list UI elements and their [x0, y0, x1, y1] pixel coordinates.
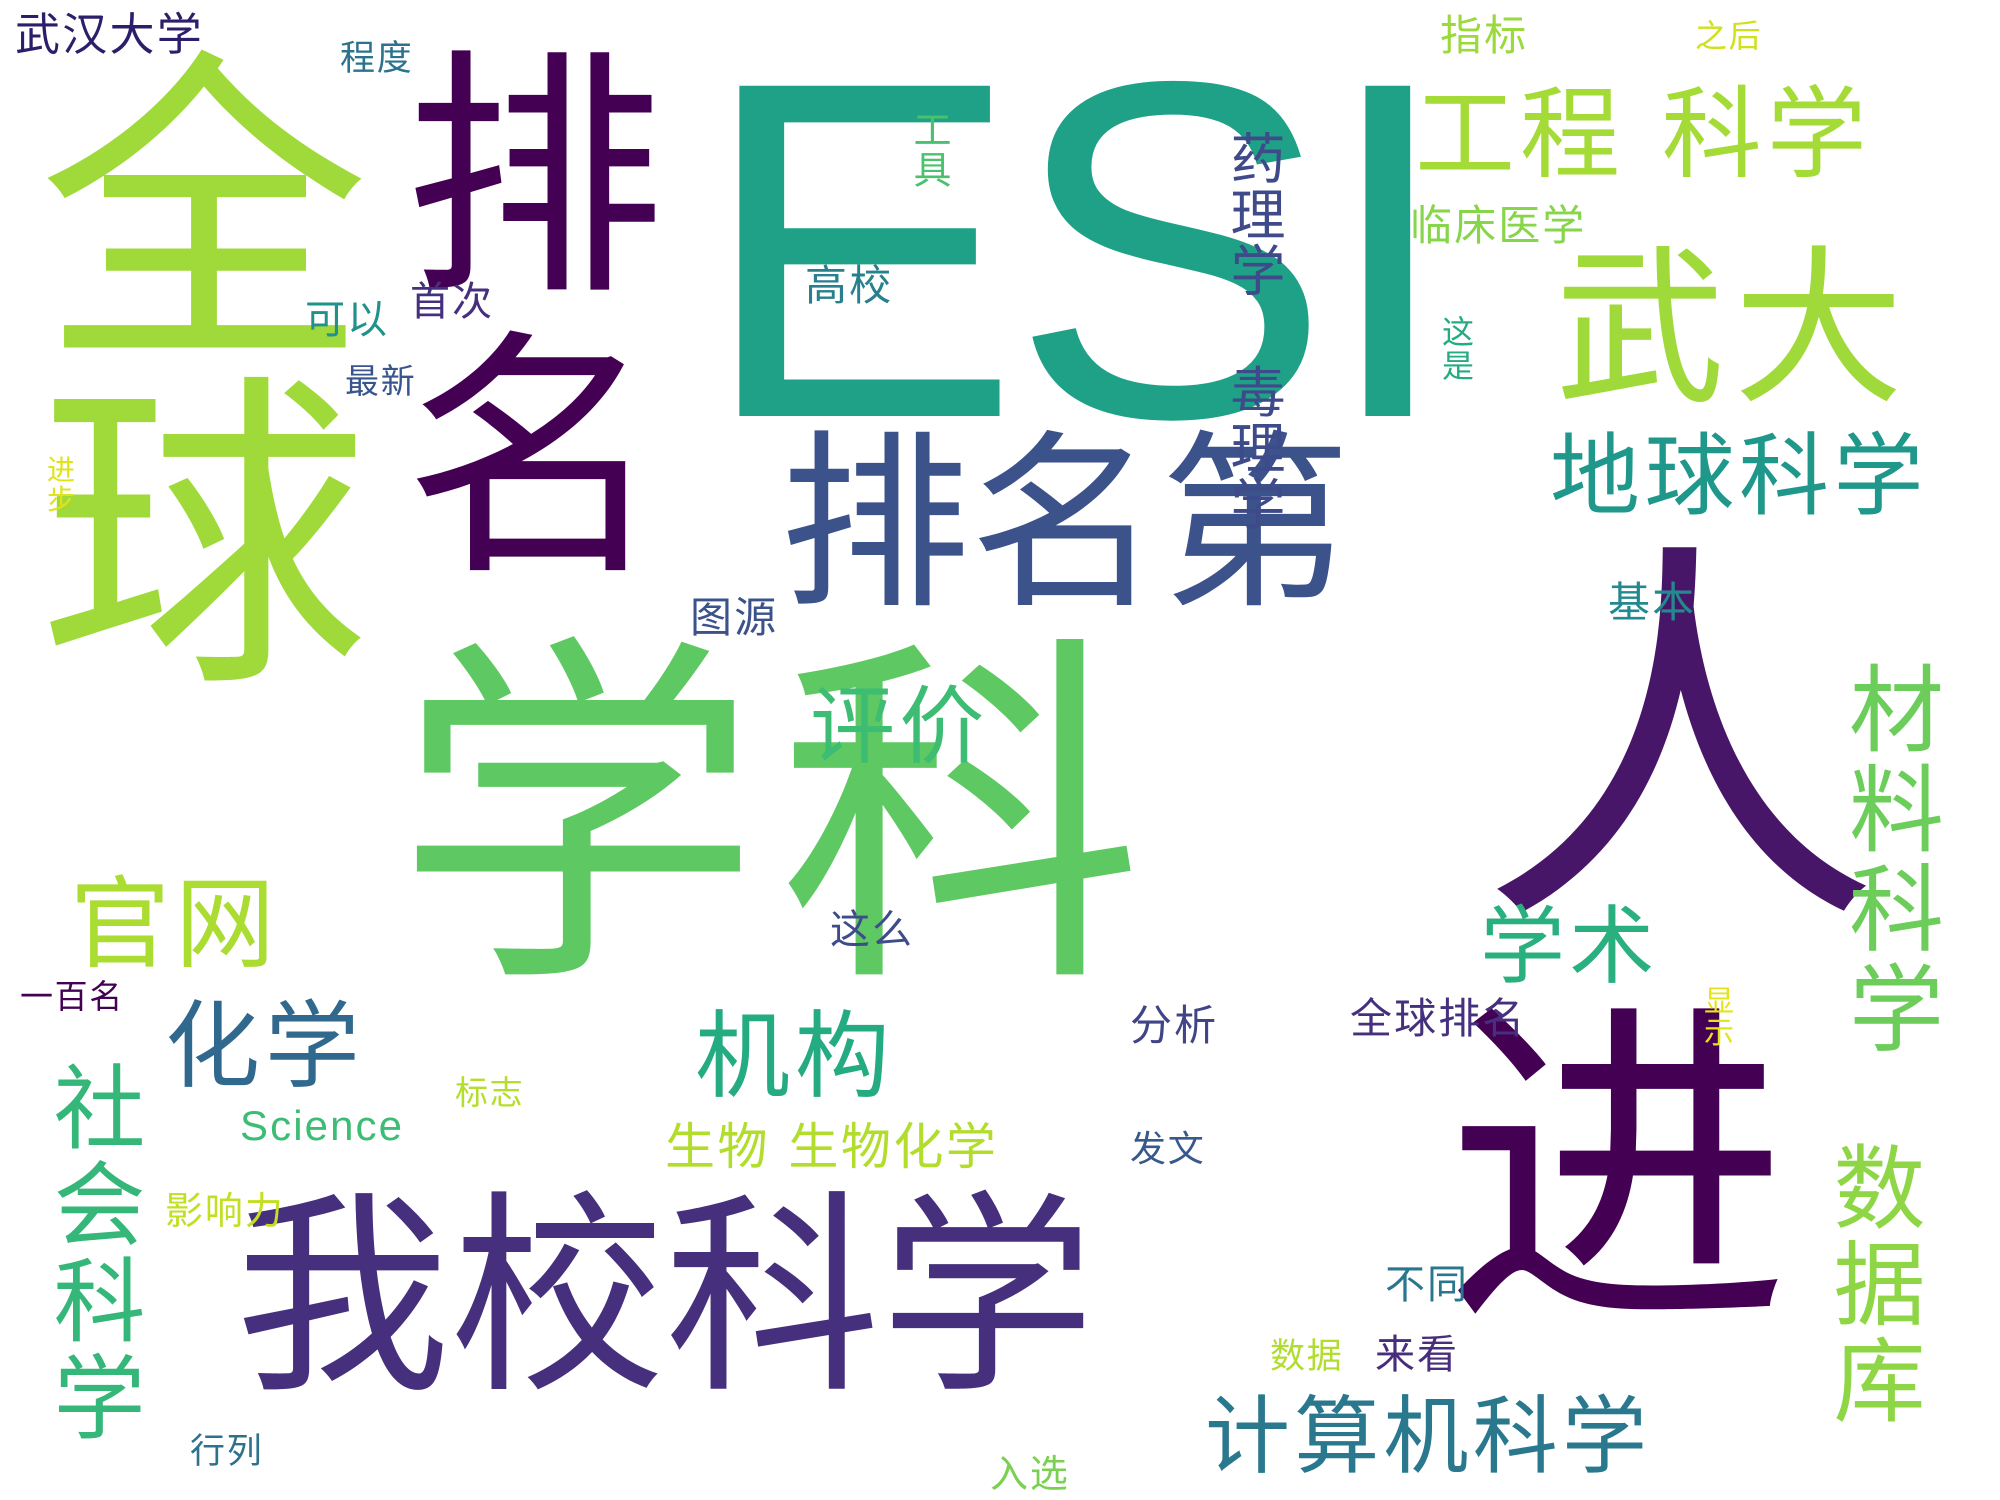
word-wuhan-daxue: 武汉大学	[15, 8, 205, 61]
word-paiming: 排名	[359, 40, 661, 602]
word-quanqiu: 全球	[0, 40, 367, 687]
word-butong: 不同	[1385, 1262, 1469, 1308]
word-cailiao-kexue: 材料科学	[1833, 660, 1943, 1059]
word-gongju: 工具	[907, 110, 951, 190]
word-yaolixue-dulixue: 药理学 毒理学	[1221, 130, 1285, 532]
word-yibaiming: 一百名	[20, 977, 124, 1016]
word-zhibiao: 指标	[1440, 11, 1529, 60]
word-paimingdi: 排名第	[780, 414, 1351, 635]
word-esi: ESI	[700, 0, 1454, 518]
word-shouci: 首次	[410, 279, 494, 325]
word-keyi: 可以	[305, 297, 389, 343]
word-yingxiangli: 影响力	[165, 1189, 285, 1233]
word-xueshu: 学术	[1480, 898, 1659, 997]
word-fenxi: 分析	[1130, 1001, 1219, 1050]
word-jinbu: 进步	[43, 455, 76, 514]
word-shujuku: 数据库	[1818, 1140, 1925, 1430]
word-biaozhi: 标志	[455, 1073, 525, 1112]
word-zhihou: 之后	[1695, 17, 1763, 55]
word-jin: 进	[1445, 972, 1808, 1373]
word-zheshi: 这是	[1437, 315, 1475, 383]
word-zheme: 这么	[830, 907, 914, 953]
word-huaxue: 化学	[165, 992, 365, 1102]
word-shengwu-huaxue: 生物 生物化学	[665, 1118, 999, 1176]
word-jisuanji-kexue: 计算机科学	[1205, 1388, 1652, 1487]
word-shehui-kexue: 社会科学	[38, 1060, 145, 1447]
word-guanwang: 官网	[70, 866, 280, 983]
word-chengdu: 程度	[340, 39, 414, 79]
word-woxiao-kexue: 我校科学	[235, 1172, 1095, 1423]
word-science: Science	[240, 1102, 405, 1149]
word-zuixin: 最新	[345, 362, 417, 402]
word-xianshi: 显示	[1698, 985, 1733, 1048]
word-wuda: 武大	[1555, 231, 1913, 429]
word-hanglie: 行列	[190, 1432, 264, 1472]
word-quanqiu-paiming: 全球排名	[1350, 994, 1527, 1043]
word-ruxuan: 入选	[990, 1452, 1070, 1496]
word-tuyuan: 图源	[690, 593, 779, 642]
word-fawen: 发文	[1130, 1129, 1206, 1170]
word-shuju: 数据	[1270, 1337, 1344, 1377]
word-linchuang-yixue: 临床医学	[1410, 201, 1587, 250]
word-diqiu-kexue: 地球科学	[1550, 424, 1928, 529]
word-jigou: 机构	[695, 1002, 895, 1112]
word-gongcheng-kexue: 工程 科学	[1415, 76, 1872, 193]
word-pingjia: 评价	[810, 678, 989, 777]
word-xueke: 学科	[395, 608, 1162, 1033]
word-laikan: 来看	[1375, 1332, 1459, 1378]
word-ren: 人	[1480, 512, 1900, 977]
word-jiben: 基本	[1608, 578, 1697, 627]
word-gaoxiao: 高校	[805, 261, 894, 310]
